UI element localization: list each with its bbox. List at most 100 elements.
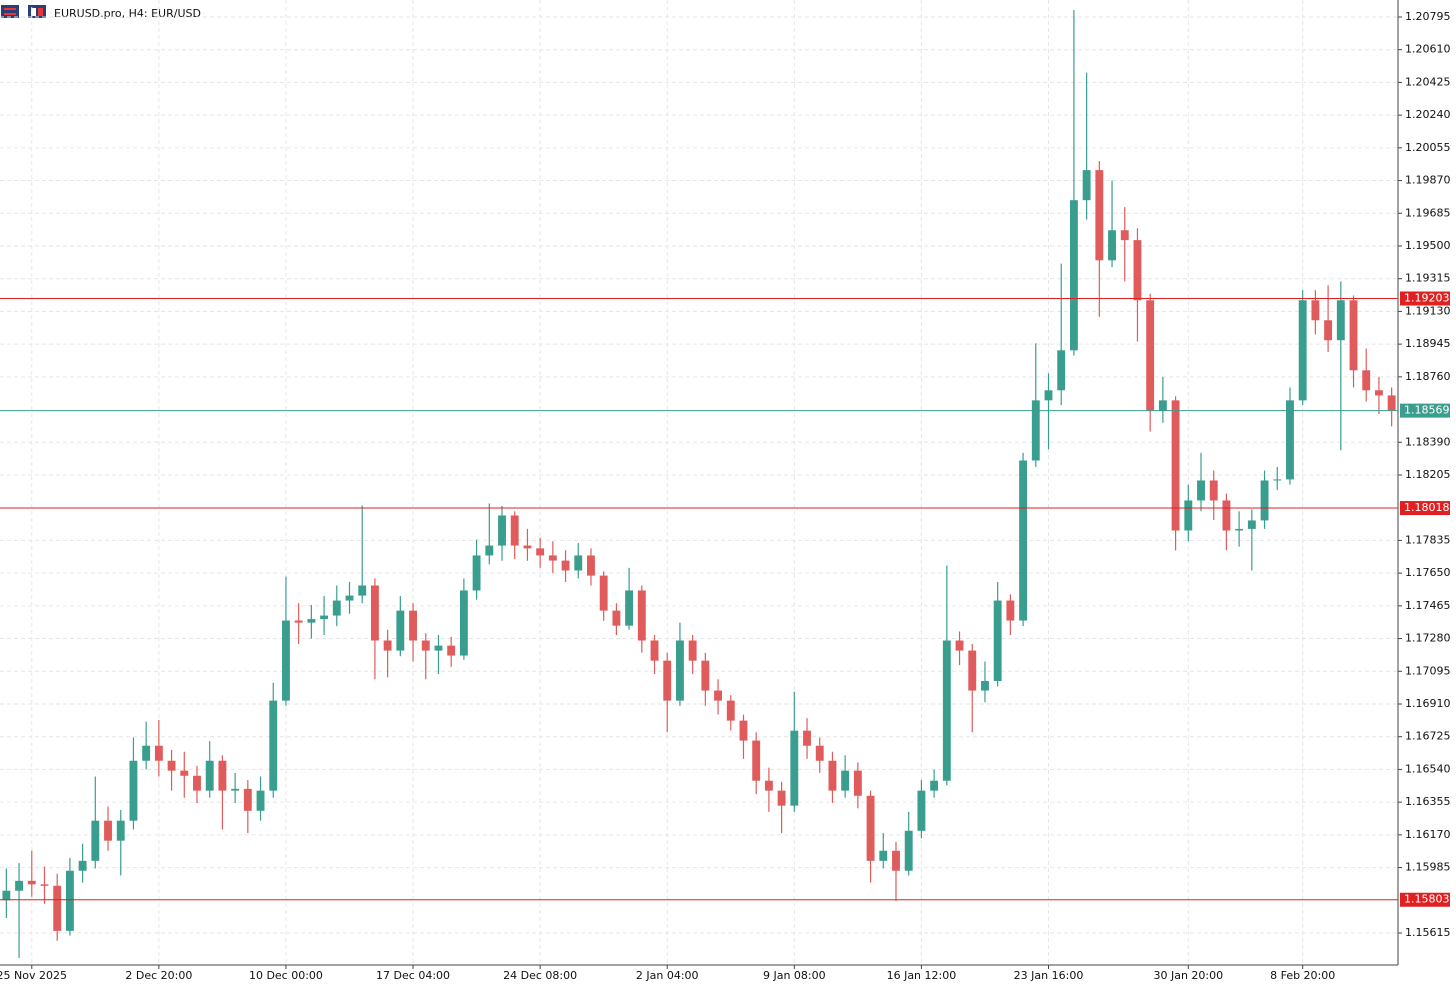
candle-body: [485, 545, 494, 556]
price-label-box: [1400, 291, 1450, 306]
candle-body: [637, 590, 646, 641]
x-tick-label: 2 Dec 20:00: [125, 969, 192, 982]
candle-body: [904, 830, 913, 871]
candle-body: [739, 720, 748, 741]
candle-body: [587, 555, 595, 576]
candle-body: [447, 645, 456, 656]
y-tick-label: 1.17280: [1405, 632, 1451, 645]
candle-body: [116, 820, 125, 841]
candle-body: [434, 645, 443, 651]
candle-body: [536, 548, 545, 556]
candle-body: [332, 600, 341, 616]
x-tick-label: 24 Dec 08:00: [503, 969, 577, 982]
y-tick-label: 1.19685: [1405, 206, 1451, 219]
icon-menu[interactable]: [1, 5, 19, 18]
candle-body: [688, 640, 697, 661]
candle-body: [91, 820, 100, 861]
candle-body: [154, 745, 163, 761]
y-tick-label: 1.19500: [1405, 239, 1451, 252]
symbol-icons: [1, 5, 46, 18]
candle-body: [892, 850, 900, 871]
candle-body: [1120, 230, 1129, 241]
x-tick-label: 2 Jan 04:00: [636, 969, 699, 982]
y-tick-label: 1.19130: [1405, 304, 1451, 317]
candle-body: [955, 640, 964, 651]
candle-body: [968, 650, 977, 691]
candle-body: [1171, 400, 1180, 531]
candle-body: [345, 595, 354, 601]
candle-body: [498, 515, 506, 546]
candle-body: [396, 610, 405, 651]
candle-body: [612, 610, 621, 626]
candle-body: [421, 640, 430, 651]
candle-body: [917, 790, 926, 831]
candle-body: [1184, 500, 1193, 531]
price-label-box: [1400, 892, 1450, 907]
candle-body: [790, 730, 799, 806]
price-label-box: [1400, 403, 1450, 418]
candle-body: [1324, 320, 1333, 341]
icon-trade[interactable]: [28, 5, 46, 18]
candle-body: [866, 795, 875, 861]
y-tick-label: 1.20795: [1405, 10, 1451, 23]
y-tick-label: 1.18390: [1405, 435, 1451, 448]
candle-body: [815, 745, 824, 761]
candle-body: [1374, 390, 1383, 396]
y-tick-label: 1.18945: [1405, 337, 1451, 350]
candle-body: [599, 575, 608, 611]
candle-body: [663, 660, 672, 701]
price-label: 1.18018: [1404, 501, 1450, 514]
candle-body: [548, 555, 557, 561]
y-tick-label: 1.16170: [1405, 828, 1451, 841]
candle-body: [752, 740, 761, 781]
candle-body: [1247, 520, 1256, 529]
candle-body: [2, 890, 11, 901]
candle-body: [243, 788, 252, 811]
candle-body: [1095, 170, 1104, 261]
x-tick-label: 17 Dec 04:00: [376, 969, 450, 982]
candle-body: [1387, 395, 1396, 411]
candle-body: [510, 515, 519, 546]
candle-body: [1006, 600, 1015, 621]
candle-body: [320, 615, 329, 620]
candle-body: [625, 590, 634, 626]
candle-body: [650, 640, 659, 661]
y-tick-label: 1.17650: [1405, 566, 1451, 579]
x-tick-label: 16 Jan 12:00: [887, 969, 957, 982]
y-tick-label: 1.15985: [1405, 861, 1451, 874]
candle-body: [1222, 500, 1231, 531]
candle-body: [1197, 480, 1205, 501]
candle-body: [294, 620, 303, 623]
y-tick-label: 1.15615: [1405, 926, 1451, 939]
x-tick-label: 25 Nov 2025: [0, 969, 67, 982]
candle-body: [701, 660, 710, 691]
candle-body: [1260, 480, 1269, 521]
candle-body: [1362, 370, 1371, 391]
candle-body: [1336, 300, 1345, 341]
y-tick-label: 1.16355: [1405, 795, 1451, 808]
candle-body: [383, 640, 392, 651]
candle-body: [1146, 300, 1155, 411]
candle-body: [472, 555, 481, 591]
candle-body: [1069, 200, 1078, 351]
candle-body: [803, 730, 811, 746]
candle-body: [841, 770, 850, 791]
y-tick-label: 1.16540: [1405, 762, 1451, 775]
candle-body: [231, 788, 240, 791]
chart-title: EURUSD.pro, H4: EUR/USD: [54, 7, 201, 20]
candle-body: [282, 620, 290, 701]
candle-body: [1273, 479, 1282, 481]
candle-body: [78, 860, 87, 871]
y-tick-label: 1.19870: [1405, 174, 1451, 187]
candle-body: [167, 760, 176, 771]
candles: [2, 10, 1396, 958]
candle-body: [358, 585, 367, 596]
price-label: 1.18569: [1404, 404, 1450, 417]
y-tick-label: 1.18760: [1405, 370, 1451, 383]
y-tick-label: 1.17465: [1405, 599, 1451, 612]
candle-body: [930, 780, 939, 791]
candle-body: [1158, 400, 1167, 411]
candle-body: [65, 870, 74, 931]
